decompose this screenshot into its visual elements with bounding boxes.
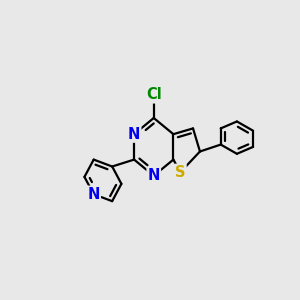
Text: Cl: Cl [146,87,162,102]
Text: S: S [175,165,186,180]
Text: N: N [148,168,160,183]
Text: N: N [128,127,140,142]
Text: N: N [88,187,100,202]
